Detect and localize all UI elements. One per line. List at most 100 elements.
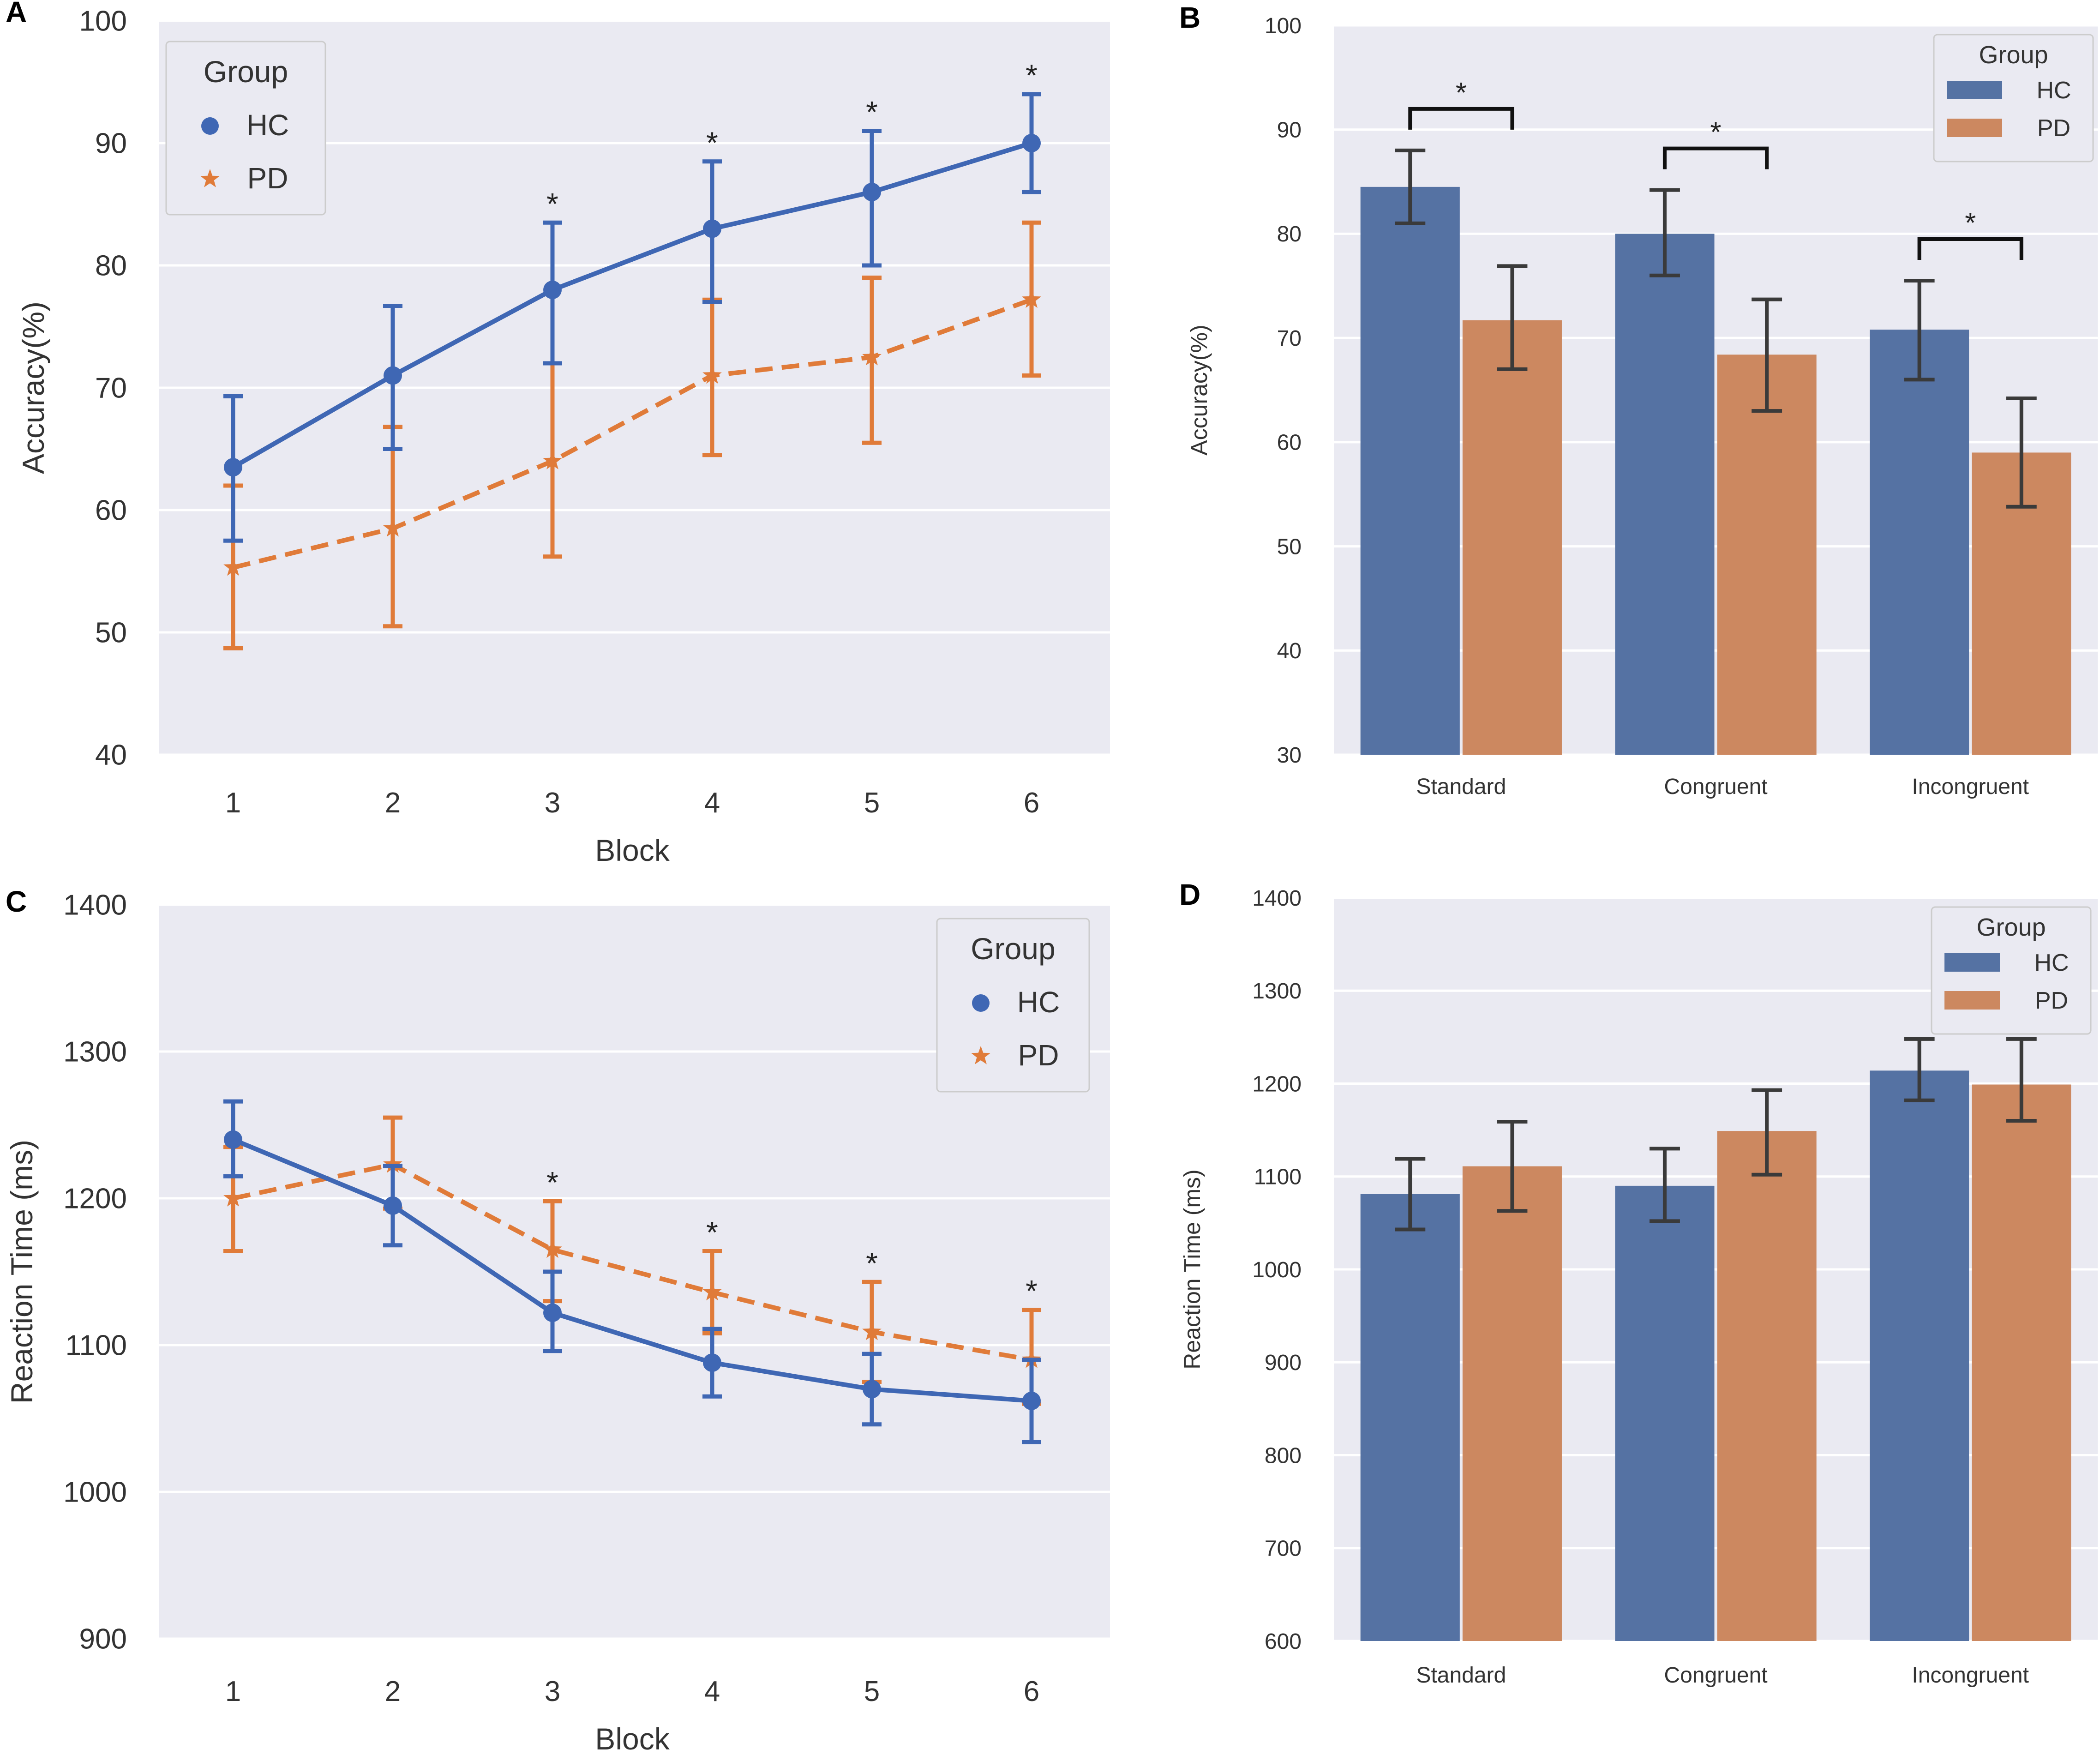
x-tick-label: 6 xyxy=(1024,1676,1039,1707)
significance-star: * xyxy=(866,95,878,129)
legend-box xyxy=(165,41,326,216)
y-tick-label: 700 xyxy=(1265,1537,1302,1561)
legend-box xyxy=(936,918,1090,1093)
y-tick-label: 1000 xyxy=(1252,1258,1302,1282)
y-tick-label: 100 xyxy=(79,6,127,37)
x-tick-label: Incongruent xyxy=(1912,775,2029,799)
significance-star: * xyxy=(706,1215,718,1249)
bar xyxy=(1462,1166,1562,1641)
legend-label: PD xyxy=(247,162,288,195)
y-tick-label: 900 xyxy=(1265,1351,1302,1375)
panel-b: 30 40 50 60 70 80 90 100 B Accuracy(%) Standard Con… xyxy=(1179,1,2098,799)
data-point xyxy=(1022,1391,1041,1410)
significance-bracket xyxy=(1662,146,1769,169)
legend-label: HC xyxy=(246,108,289,142)
series-hc xyxy=(223,92,1041,543)
data-point xyxy=(703,219,721,238)
data-point xyxy=(224,458,242,477)
significance-star: * xyxy=(546,186,558,221)
significance-star: * xyxy=(1710,117,1721,149)
x-axis-label: Block xyxy=(595,833,670,867)
y-tick-label: 70 xyxy=(1277,326,1302,351)
bar xyxy=(1615,1185,1715,1641)
series-hc xyxy=(1360,1037,1969,1641)
series-hc xyxy=(1360,148,1969,755)
legend-title: Group xyxy=(1979,41,2048,69)
x-tick-label: Congruent xyxy=(1664,1663,1767,1688)
significance-star: * xyxy=(1026,58,1038,92)
data-point xyxy=(702,365,722,384)
x-tick-label: 5 xyxy=(864,787,880,819)
data-point xyxy=(543,1239,562,1258)
legend-label: PD xyxy=(2037,115,2070,142)
y-tick-label: 1200 xyxy=(1252,1072,1302,1096)
panel-c: 900 1000 1100 1200 1300 1400 C Reaction Time (m… xyxy=(5,885,1110,1756)
significance-bracket xyxy=(1408,107,1514,130)
legend-title: Group xyxy=(204,54,288,89)
data-point xyxy=(543,1304,562,1322)
bar xyxy=(1972,1084,2071,1641)
y-tick-label: 40 xyxy=(1277,639,1302,663)
y-tick-label: 40 xyxy=(95,739,127,771)
y-tick-label: 50 xyxy=(1277,535,1302,559)
legend-label: PD xyxy=(2035,987,2068,1014)
y-tick-label: 1400 xyxy=(1252,886,1302,911)
data-point xyxy=(703,1353,721,1372)
y-tick-label: 1100 xyxy=(66,1330,127,1362)
x-tick-label: 4 xyxy=(704,787,720,819)
bar xyxy=(1717,1131,1817,1641)
y-tick-label: 90 xyxy=(1277,118,1302,143)
legend-swatch xyxy=(1947,119,2002,137)
y-tick-label: 1100 xyxy=(1254,1165,1302,1190)
legend-marker xyxy=(971,1046,990,1064)
legend-swatch xyxy=(1944,953,2000,972)
y-tick-label: 1400 xyxy=(63,890,127,921)
data-point xyxy=(383,1154,402,1173)
legend: Group HC PD xyxy=(1933,34,2094,162)
series-line xyxy=(232,1137,1032,1403)
bar xyxy=(1360,186,1460,755)
data-point xyxy=(543,451,562,469)
y-tick-label: 800 xyxy=(1265,1443,1302,1468)
data-point xyxy=(543,281,562,299)
data-point xyxy=(1022,289,1041,308)
x-tick-label: 4 xyxy=(704,1676,720,1707)
panel-d: 600 700 800 900 1000 1100 1200 1300 1400 D Reactio… xyxy=(1179,878,2098,1688)
legend-swatch xyxy=(1947,81,2002,99)
y-tick-label: 80 xyxy=(1277,222,1302,246)
y-tick-label: 100 xyxy=(1265,14,1302,38)
data-point xyxy=(223,557,243,576)
data-point xyxy=(224,1130,242,1149)
bar xyxy=(1615,234,1715,755)
data-point xyxy=(384,366,402,385)
y-tick-label: 50 xyxy=(95,617,127,649)
y-tick-label: 60 xyxy=(1277,431,1302,455)
bar xyxy=(1870,330,1969,755)
x-axis-label: Block xyxy=(595,1722,670,1756)
significance-star: * xyxy=(706,126,718,160)
significance-star: * xyxy=(546,1165,558,1199)
series-hc xyxy=(223,1099,1041,1444)
series-line xyxy=(232,141,1032,469)
data-point xyxy=(863,183,881,201)
legend: Group HC PD xyxy=(165,41,326,216)
legend-title: Group xyxy=(971,932,1055,966)
significance-star: * xyxy=(866,1246,878,1280)
bar xyxy=(1870,1070,1969,1641)
significance-bracket xyxy=(1917,237,2023,260)
y-tick-label: 60 xyxy=(95,495,127,527)
x-tick-label: 2 xyxy=(385,787,401,819)
x-tick-label: 2 xyxy=(385,1676,401,1707)
panel-letter: B xyxy=(1179,1,1200,34)
panel-letter: D xyxy=(1179,878,1200,911)
series-line xyxy=(232,1162,1032,1362)
legend-marker xyxy=(200,169,220,187)
y-tick-label: 80 xyxy=(95,250,127,282)
panel-letter: C xyxy=(6,885,27,918)
series-pd xyxy=(1462,1037,2071,1641)
series-pd xyxy=(1462,264,2071,755)
x-tick-label: 1 xyxy=(225,1676,241,1707)
legend-marker xyxy=(201,117,219,135)
legend: Group HC PD xyxy=(1931,906,2092,1035)
legend-title: Group xyxy=(1976,914,2046,941)
